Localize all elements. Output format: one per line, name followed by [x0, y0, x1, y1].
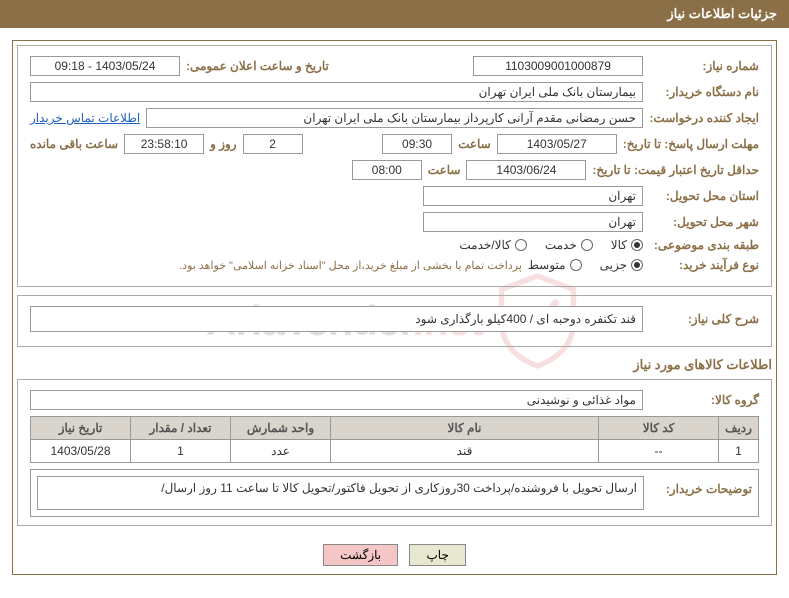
row-province: استان محل تحویل: تهران	[30, 186, 759, 206]
col-name: نام کالا	[331, 417, 599, 440]
validity-time-value: 08:00	[352, 160, 422, 180]
row-requester: ایجاد کننده درخواست: حسن رمضانی مقدم آرا…	[30, 108, 759, 128]
row-validity: حداقل تاریخ اعتبار قیمت: تا تاریخ: 1403/…	[30, 160, 759, 180]
print-button[interactable]: چاپ	[409, 544, 465, 566]
radio-icon	[515, 239, 527, 251]
radio-minor[interactable]: جزیی	[600, 258, 643, 272]
cell-unit: عدد	[231, 440, 331, 463]
col-row: ردیف	[719, 417, 759, 440]
info-box: شماره نیاز: 1103009001000879 تاریخ و ساع…	[17, 45, 772, 287]
cell-date: 1403/05/28	[31, 440, 131, 463]
col-date: تاریخ نیاز	[31, 417, 131, 440]
row-need-number: شماره نیاز: 1103009001000879 تاریخ و ساع…	[30, 56, 759, 76]
table-row: 1 -- قند عدد 1 1403/05/28	[31, 440, 759, 463]
reply-date-value: 1403/05/27	[497, 134, 617, 154]
day-and-label: روز و	[210, 137, 237, 151]
province-label: استان محل تحویل:	[649, 189, 759, 203]
process-label: نوع فرآیند خرید:	[649, 258, 759, 272]
row-process: نوع فرآیند خرید: جزیی متوسط پرداخت تمام …	[30, 258, 759, 272]
remaining-days-value: 2	[243, 134, 303, 154]
goods-table: ردیف کد کالا نام کالا واحد شمارش تعداد /…	[30, 416, 759, 463]
row-city: شهر محل تحویل: تهران	[30, 212, 759, 232]
overview-box: شرح کلی نیاز: قند تکنفره دوحبه ای / 400ک…	[17, 295, 772, 347]
process-radio-group: جزیی متوسط	[528, 258, 643, 272]
category-radio-group: کالا خدمت کالا/خدمت	[459, 238, 643, 252]
radio-medium[interactable]: متوسط	[528, 258, 582, 272]
city-label: شهر محل تحویل:	[649, 215, 759, 229]
requester-label: ایجاد کننده درخواست:	[649, 111, 759, 125]
cell-qty: 1	[131, 440, 231, 463]
col-code: کد کالا	[599, 417, 719, 440]
overview-label: شرح کلی نیاز:	[649, 312, 759, 326]
buyer-org-value: بیمارستان بانک ملی ایران تهران	[30, 82, 643, 102]
cell-name: قند	[331, 440, 599, 463]
row-goods-group: گروه کالا: مواد غذائی و نوشیدنی	[30, 390, 759, 410]
validity-label: حداقل تاریخ اعتبار قیمت: تا تاریخ:	[592, 163, 759, 177]
remaining-time-value: 23:58:10	[124, 134, 204, 154]
need-number-value: 1103009001000879	[473, 56, 643, 76]
announce-value: 1403/05/24 - 09:18	[30, 56, 180, 76]
requester-value: حسن رمضانی مقدم آرانی کارپرداز بیمارستان…	[146, 108, 643, 128]
buyer-notes-value: ارسال تحویل با فروشنده/پرداخت 30روزکاری …	[37, 476, 644, 510]
cell-code: --	[599, 440, 719, 463]
row-reply-deadline: مهلت ارسال پاسخ: تا تاریخ: 1403/05/27 سا…	[30, 134, 759, 154]
category-label: طبقه بندی موضوعی:	[649, 238, 759, 252]
province-value: تهران	[423, 186, 643, 206]
remaining-suffix: ساعت باقی مانده	[30, 137, 118, 151]
need-number-label: شماره نیاز:	[649, 59, 759, 73]
goods-group-label: گروه کالا:	[649, 393, 759, 407]
cell-row: 1	[719, 440, 759, 463]
goods-box: گروه کالا: مواد غذائی و نوشیدنی ردیف کد …	[17, 379, 772, 526]
content-layer: شماره نیاز: 1103009001000879 تاریخ و ساع…	[17, 45, 772, 570]
radio-icon	[631, 259, 643, 271]
buyer-org-label: نام دستگاه خریدار:	[649, 85, 759, 99]
reply-time-label: ساعت	[458, 137, 491, 151]
row-buyer-org: نام دستگاه خریدار: بیمارستان بانک ملی ای…	[30, 82, 759, 102]
buyer-notes-label: توضیحات خریدار:	[652, 476, 752, 510]
page-container: جزئیات اطلاعات نیاز AriaTender.net شماره…	[0, 0, 789, 575]
col-qty: تعداد / مقدار	[131, 417, 231, 440]
page-title-bar: جزئیات اطلاعات نیاز	[0, 0, 789, 28]
goods-group-value: مواد غذائی و نوشیدنی	[30, 390, 643, 410]
radio-both[interactable]: کالا/خدمت	[459, 238, 526, 252]
overview-value: قند تکنفره دوحبه ای / 400کیلو بارگذاری ش…	[30, 306, 643, 332]
table-header-row: ردیف کد کالا نام کالا واحد شمارش تعداد /…	[31, 417, 759, 440]
page-title: جزئیات اطلاعات نیاز	[667, 6, 777, 21]
buyer-notes-box: توضیحات خریدار: ارسال تحویل با فروشنده/پ…	[30, 469, 759, 517]
col-unit: واحد شمارش	[231, 417, 331, 440]
main-frame: AriaTender.net شماره نیاز: 1103009001000…	[12, 40, 777, 575]
radio-icon	[631, 239, 643, 251]
radio-goods[interactable]: کالا	[611, 238, 643, 252]
radio-service[interactable]: خدمت	[545, 238, 593, 252]
button-row: چاپ بازگشت	[17, 534, 772, 570]
validity-time-label: ساعت	[428, 163, 461, 177]
process-note: پرداخت تمام یا بخشی از مبلغ خرید،از محل …	[179, 259, 522, 272]
buyer-contact-link[interactable]: اطلاعات تماس خریدار	[30, 111, 140, 125]
reply-deadline-label: مهلت ارسال پاسخ: تا تاریخ:	[623, 137, 759, 151]
row-category: طبقه بندی موضوعی: کالا خدمت کالا/خدمت	[30, 238, 759, 252]
radio-icon	[581, 239, 593, 251]
back-button[interactable]: بازگشت	[323, 544, 398, 566]
reply-time-value: 09:30	[382, 134, 452, 154]
city-value: تهران	[423, 212, 643, 232]
validity-date-value: 1403/06/24	[466, 160, 586, 180]
radio-icon	[570, 259, 582, 271]
announce-label: تاریخ و ساعت اعلان عمومی:	[186, 59, 329, 73]
goods-section-title: اطلاعات کالاهای مورد نیاز	[17, 357, 772, 373]
row-overview: شرح کلی نیاز: قند تکنفره دوحبه ای / 400ک…	[30, 306, 759, 332]
